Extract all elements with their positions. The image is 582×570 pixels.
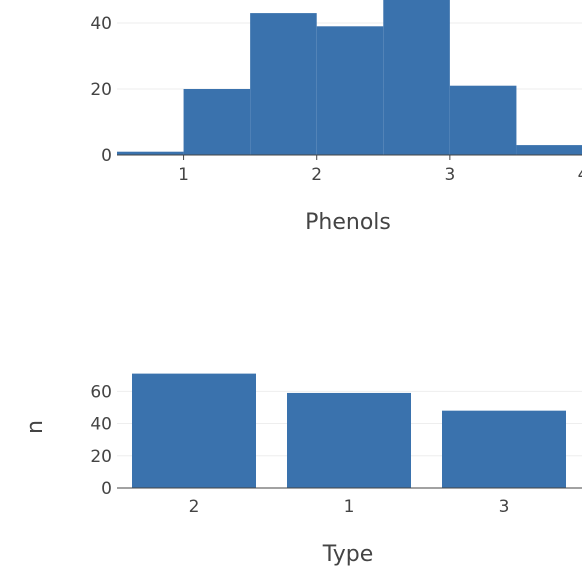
histogram-bar bbox=[449, 85, 517, 155]
histogram-x-tick-label: 3 bbox=[444, 165, 455, 185]
histogram-y-tick-labels: 0 20 40 bbox=[90, 14, 112, 166]
histogram-bar bbox=[316, 26, 384, 155]
bar-chart-y-tick-label: 20 bbox=[90, 447, 112, 467]
histogram-y-tick-label: 40 bbox=[90, 14, 112, 34]
histogram-x-tick-label: 1 bbox=[178, 165, 189, 185]
histogram-y-tick-label: 20 bbox=[90, 80, 112, 100]
bar-chart-y-tick-label: 0 bbox=[101, 479, 112, 499]
histogram-x-tick-labels: 1 2 3 4 bbox=[178, 165, 582, 185]
bar-chart-bar bbox=[442, 410, 566, 488]
bar-chart-bar bbox=[132, 373, 256, 488]
histogram-bar bbox=[117, 151, 184, 155]
histogram-bar bbox=[383, 0, 450, 155]
phenols-histogram: 1 2 3 4 0 20 40 Phenols bbox=[90, 0, 582, 235]
bar-chart-bar bbox=[287, 392, 411, 488]
bar-chart-x-tick-label: 2 bbox=[189, 497, 200, 517]
histogram-bar bbox=[183, 89, 251, 155]
bar-chart-y-tick-label: 40 bbox=[90, 415, 112, 435]
type-bar-chart: 2 1 3 0 20 40 60 Type n bbox=[23, 373, 582, 567]
histogram-y-tick-label: 0 bbox=[101, 146, 112, 166]
histogram-x-tick-label: 4 bbox=[578, 165, 582, 185]
bar-chart-x-tick-label: 3 bbox=[499, 497, 510, 517]
histogram-bars bbox=[117, 0, 582, 155]
bar-chart-bars bbox=[132, 373, 566, 488]
bar-chart-x-tick-labels: 2 1 3 bbox=[189, 497, 510, 517]
histogram-bar bbox=[250, 13, 317, 155]
histogram-x-axis-title: Phenols bbox=[305, 210, 391, 235]
bar-chart-y-tick-label: 60 bbox=[90, 382, 112, 402]
bar-chart-y-tick-labels: 0 20 40 60 bbox=[90, 382, 112, 499]
histogram-axes bbox=[117, 154, 582, 160]
bar-chart-y-axis-title: n bbox=[23, 420, 48, 434]
bar-chart-x-axis-title: Type bbox=[322, 542, 374, 567]
histogram-x-tick-label: 2 bbox=[311, 165, 322, 185]
bar-chart-x-tick-label: 1 bbox=[344, 497, 355, 517]
histogram-bar bbox=[516, 145, 582, 155]
